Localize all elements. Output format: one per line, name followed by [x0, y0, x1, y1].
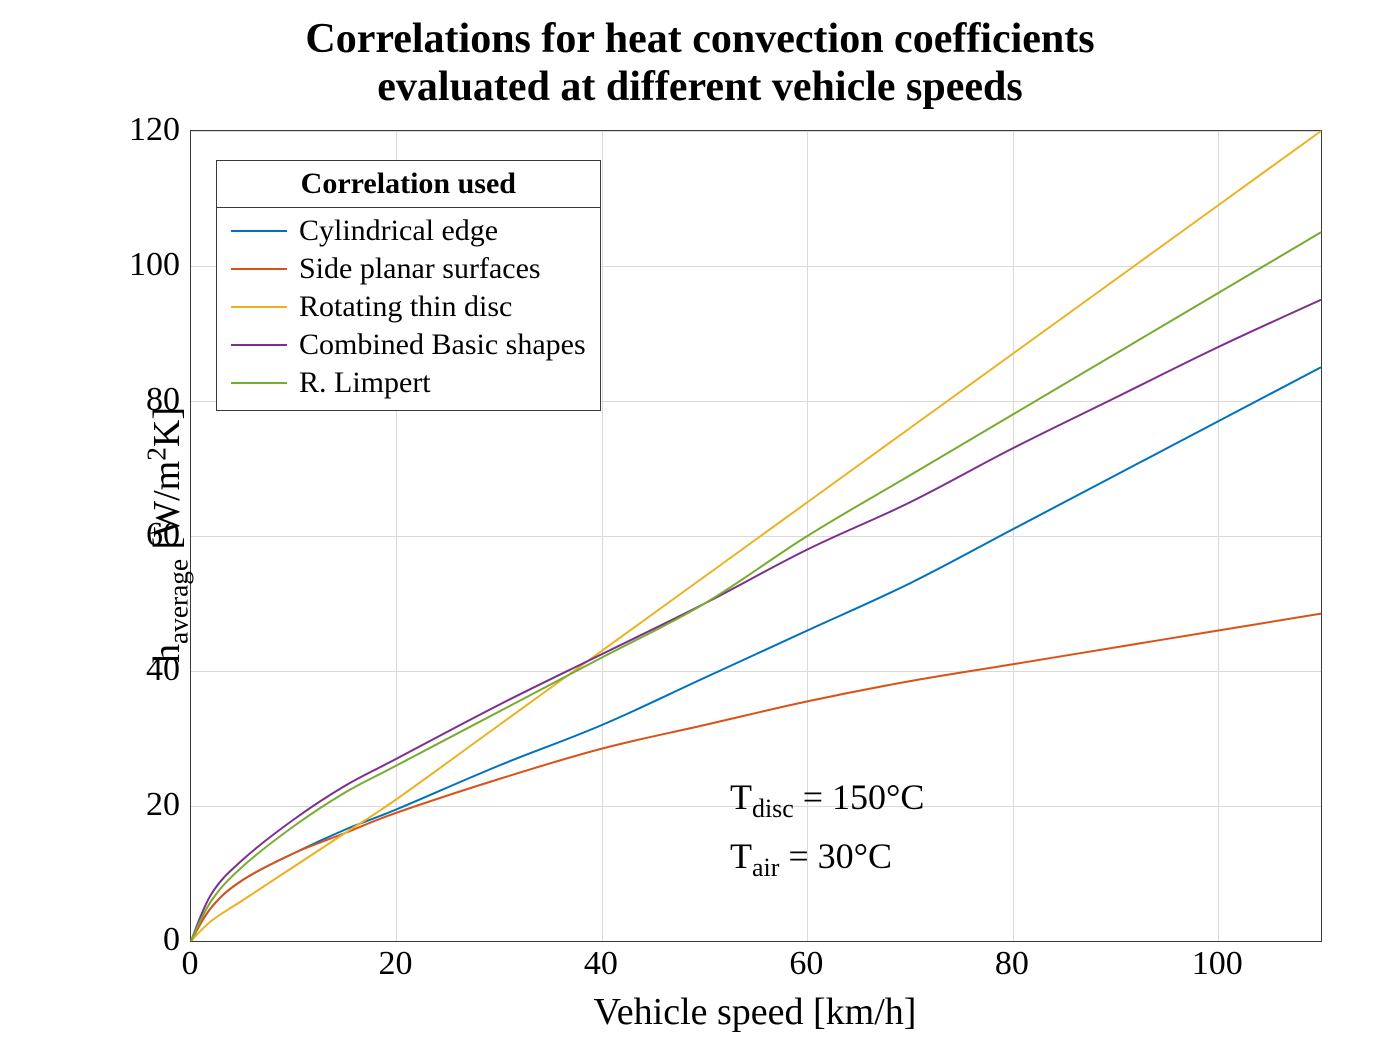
annotation: Tdisc = 150°C Tair = 30°C	[730, 770, 924, 888]
legend-label: Side planar surfaces	[299, 252, 541, 286]
ylabel-prefix: h	[146, 644, 188, 663]
ylabel-sub: average	[164, 559, 194, 644]
ytick-label: 20	[110, 786, 180, 824]
annotation-line1: Tdisc = 150°C	[730, 770, 924, 829]
legend-label: Rotating thin disc	[299, 290, 512, 324]
legend-item: Rotating thin disc	[231, 288, 586, 326]
ytick-label: 120	[110, 111, 180, 149]
ytick-label: 100	[110, 246, 180, 284]
xtick-label: 80	[995, 945, 1029, 983]
xtick-label: 100	[1192, 945, 1243, 983]
legend-label: R. Limpert	[299, 366, 431, 400]
title-line2: evaluated at different vehicle speeds	[377, 64, 1022, 110]
legend-label: Combined Basic shapes	[299, 328, 586, 362]
ytick-label: 0	[110, 921, 180, 959]
ylabel-sup: 2	[141, 447, 171, 461]
legend-swatch	[231, 306, 287, 308]
annot-l2-pre: T	[730, 836, 752, 876]
xtick-label: 20	[378, 945, 412, 983]
annot-l2-sub: air	[752, 853, 779, 882]
y-axis-label: haverage [W/m2K]	[141, 407, 194, 663]
legend-swatch	[231, 382, 287, 384]
legend-swatch	[231, 344, 287, 346]
chart-container: Correlations for heat convection coeffic…	[0, 0, 1400, 1050]
legend-item: R. Limpert	[231, 364, 586, 402]
ylabel-unit-close: K]	[146, 407, 188, 447]
legend-body: Cylindrical edge Side planar surfaces Rota…	[217, 208, 600, 410]
chart-title: Correlations for heat convection coeffic…	[0, 15, 1400, 112]
legend-title: Correlation used	[217, 161, 600, 208]
xtick-label: 40	[584, 945, 618, 983]
annot-l2-post: = 30°C	[779, 836, 892, 876]
legend-swatch	[231, 230, 287, 232]
xtick-label: 60	[789, 945, 823, 983]
xtick-label: 0	[182, 945, 199, 983]
annot-l1-post: = 150°C	[794, 777, 925, 817]
annotation-line2: Tair = 30°C	[730, 829, 924, 888]
legend: Correlation used Cylindrical edge Side pl…	[216, 160, 601, 411]
title-line1: Correlations for heat convection coeffic…	[305, 16, 1094, 62]
x-axis-label: Vehicle speed [km/h]	[190, 990, 1320, 1034]
annot-l1-sub: disc	[752, 794, 794, 823]
legend-item: Combined Basic shapes	[231, 326, 586, 364]
legend-item: Cylindrical edge	[231, 212, 586, 250]
annot-l1-pre: T	[730, 777, 752, 817]
legend-label: Cylindrical edge	[299, 214, 498, 248]
ylabel-unit-open: [W/m	[146, 461, 188, 559]
legend-item: Side planar surfaces	[231, 250, 586, 288]
legend-swatch	[231, 268, 287, 270]
